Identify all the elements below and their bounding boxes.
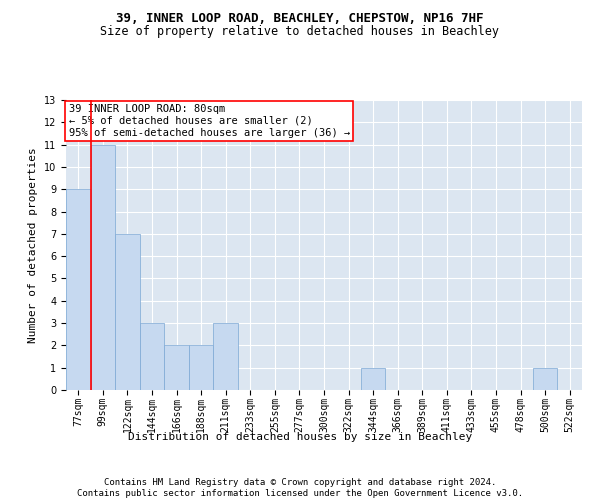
Text: 39 INNER LOOP ROAD: 80sqm
← 5% of detached houses are smaller (2)
95% of semi-de: 39 INNER LOOP ROAD: 80sqm ← 5% of detach… — [68, 104, 350, 138]
Bar — [91, 144, 115, 390]
Text: 39, INNER LOOP ROAD, BEACHLEY, CHEPSTOW, NP16 7HF: 39, INNER LOOP ROAD, BEACHLEY, CHEPSTOW,… — [116, 12, 484, 26]
Bar — [140, 323, 164, 390]
Bar — [189, 346, 214, 390]
Bar — [361, 368, 385, 390]
Bar — [214, 323, 238, 390]
Bar — [115, 234, 140, 390]
Text: Size of property relative to detached houses in Beachley: Size of property relative to detached ho… — [101, 25, 499, 38]
Text: Contains HM Land Registry data © Crown copyright and database right 2024.
Contai: Contains HM Land Registry data © Crown c… — [77, 478, 523, 498]
Y-axis label: Number of detached properties: Number of detached properties — [28, 147, 38, 343]
Text: Distribution of detached houses by size in Beachley: Distribution of detached houses by size … — [128, 432, 472, 442]
Bar — [533, 368, 557, 390]
Bar — [66, 189, 91, 390]
Bar — [164, 346, 189, 390]
